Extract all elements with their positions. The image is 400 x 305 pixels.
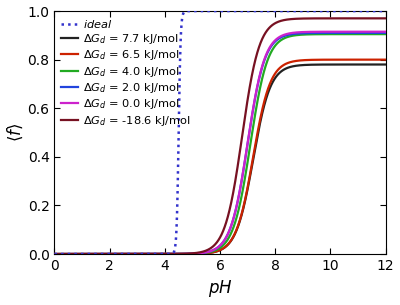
Y-axis label: $\langle f \rangle$: $\langle f \rangle$ [6,123,25,142]
Legend: $\it{ideal}$, $\Delta G_d$ = 7.7 kJ/mol, $\Delta G_d$ = 6.5 kJ/mol, $\Delta G_d$: $\it{ideal}$, $\Delta G_d$ = 7.7 kJ/mol,… [59,16,193,130]
X-axis label: $\mathit{pH}$: $\mathit{pH}$ [208,278,232,300]
